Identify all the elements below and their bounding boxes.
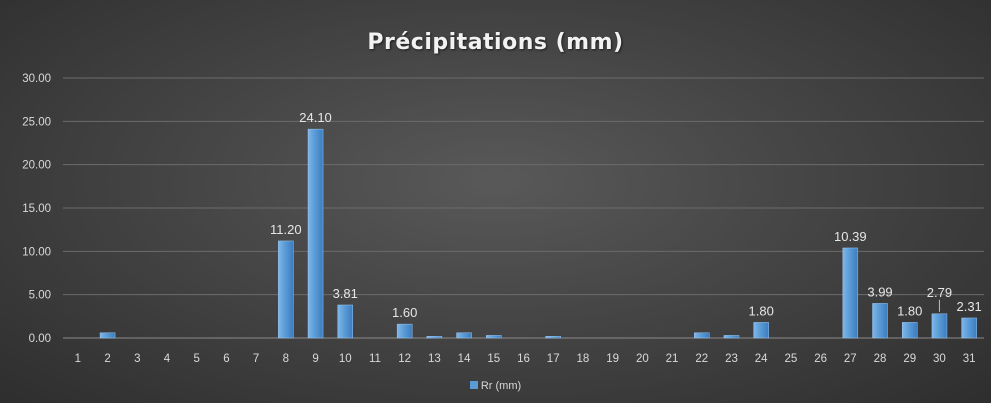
bar — [723, 335, 740, 339]
bar — [961, 317, 977, 339]
data-label: 11.20 — [270, 222, 302, 237]
data-label: 1.80 — [897, 303, 922, 318]
bar — [872, 303, 888, 339]
data-label: 10.39 — [834, 229, 867, 244]
x-axis-ticks: 1 2 3 4 5 6 7 8 9 10 11 12 13 14 15 16 17 18 19 20 21 22 23 24 2… — [75, 353, 976, 365]
x-tick-label: 24 — [755, 353, 768, 365]
data-label: 2.31 — [956, 299, 981, 314]
x-tick-label: 19 — [606, 353, 619, 365]
x-tick-label: 12 — [398, 353, 411, 365]
bar — [753, 322, 769, 339]
bar — [278, 240, 294, 339]
x-tick-label: 30 — [933, 353, 946, 365]
y-tick-label: 25.00 — [22, 116, 51, 128]
data-label: 24.10 — [299, 110, 332, 125]
y-tick-label: 15.00 — [22, 203, 51, 215]
x-tick-label: 16 — [517, 353, 530, 365]
legend: Rr (mm) — [0, 380, 991, 392]
x-tick-label: 4 — [164, 353, 171, 365]
x-tick-label: 6 — [223, 353, 229, 365]
x-tick-label: 14 — [458, 353, 471, 365]
x-tick-label: 2 — [104, 353, 110, 365]
y-tick-label: 10.00 — [22, 246, 51, 258]
bar — [307, 128, 324, 339]
x-tick-label: 18 — [577, 353, 590, 365]
data-label: 3.81 — [333, 286, 358, 301]
x-tick-label: 11 — [369, 353, 381, 365]
y-tick-label: 0.00 — [29, 333, 51, 345]
x-tick-label: 10 — [339, 353, 352, 365]
x-tick-label: 7 — [253, 353, 259, 365]
bars — [99, 128, 977, 339]
x-tick-label: 1 — [75, 353, 81, 365]
bar — [931, 313, 948, 339]
bar — [545, 336, 561, 339]
x-tick-label: 23 — [725, 353, 738, 365]
x-tick-label: 22 — [695, 353, 708, 365]
y-axis-ticks: 0.00 5.00 10.00 15.00 20.00 25.00 30.00 — [22, 73, 51, 345]
x-tick-label: 31 — [963, 353, 976, 365]
x-tick-label: 25 — [784, 353, 797, 365]
data-label: 3.99 — [867, 284, 892, 299]
x-tick-label: 5 — [193, 353, 199, 365]
bar — [337, 304, 353, 339]
bar — [426, 336, 443, 339]
x-tick-label: 13 — [428, 353, 441, 365]
x-tick-label: 17 — [547, 353, 560, 365]
data-label: 1.80 — [749, 303, 774, 318]
y-tick-label: 5.00 — [29, 290, 51, 302]
grid-lines — [63, 77, 984, 339]
x-tick-label: 3 — [134, 353, 140, 365]
y-tick-label: 20.00 — [22, 160, 51, 172]
data-labels: 11.20 24.10 3.81 1.60 1.80 10.39 3.99 1.80 2.79 2… — [270, 110, 982, 320]
bar — [694, 332, 710, 339]
x-tick-label: 27 — [844, 353, 857, 365]
legend-swatch — [469, 381, 478, 389]
x-tick-label: 15 — [487, 353, 500, 365]
bar — [486, 335, 502, 339]
x-tick-label: 26 — [814, 353, 827, 365]
x-tick-label: 20 — [636, 353, 649, 365]
data-label: 2.79 — [927, 285, 952, 300]
legend-label: Rr (mm) — [480, 380, 522, 392]
bar — [99, 332, 116, 339]
bar — [842, 247, 859, 339]
chart-title: Précipitations (mm) — [367, 30, 624, 55]
bar — [396, 323, 413, 339]
x-tick-label: 9 — [312, 353, 318, 365]
x-tick-label: 21 — [666, 353, 679, 365]
data-label: 1.60 — [392, 305, 417, 320]
bar — [456, 332, 472, 339]
y-tick-label: 30.00 — [22, 73, 51, 85]
bar — [901, 322, 918, 339]
x-tick-label: 8 — [283, 353, 289, 365]
x-tick-label: 29 — [903, 353, 916, 365]
x-tick-label: 28 — [874, 353, 887, 365]
